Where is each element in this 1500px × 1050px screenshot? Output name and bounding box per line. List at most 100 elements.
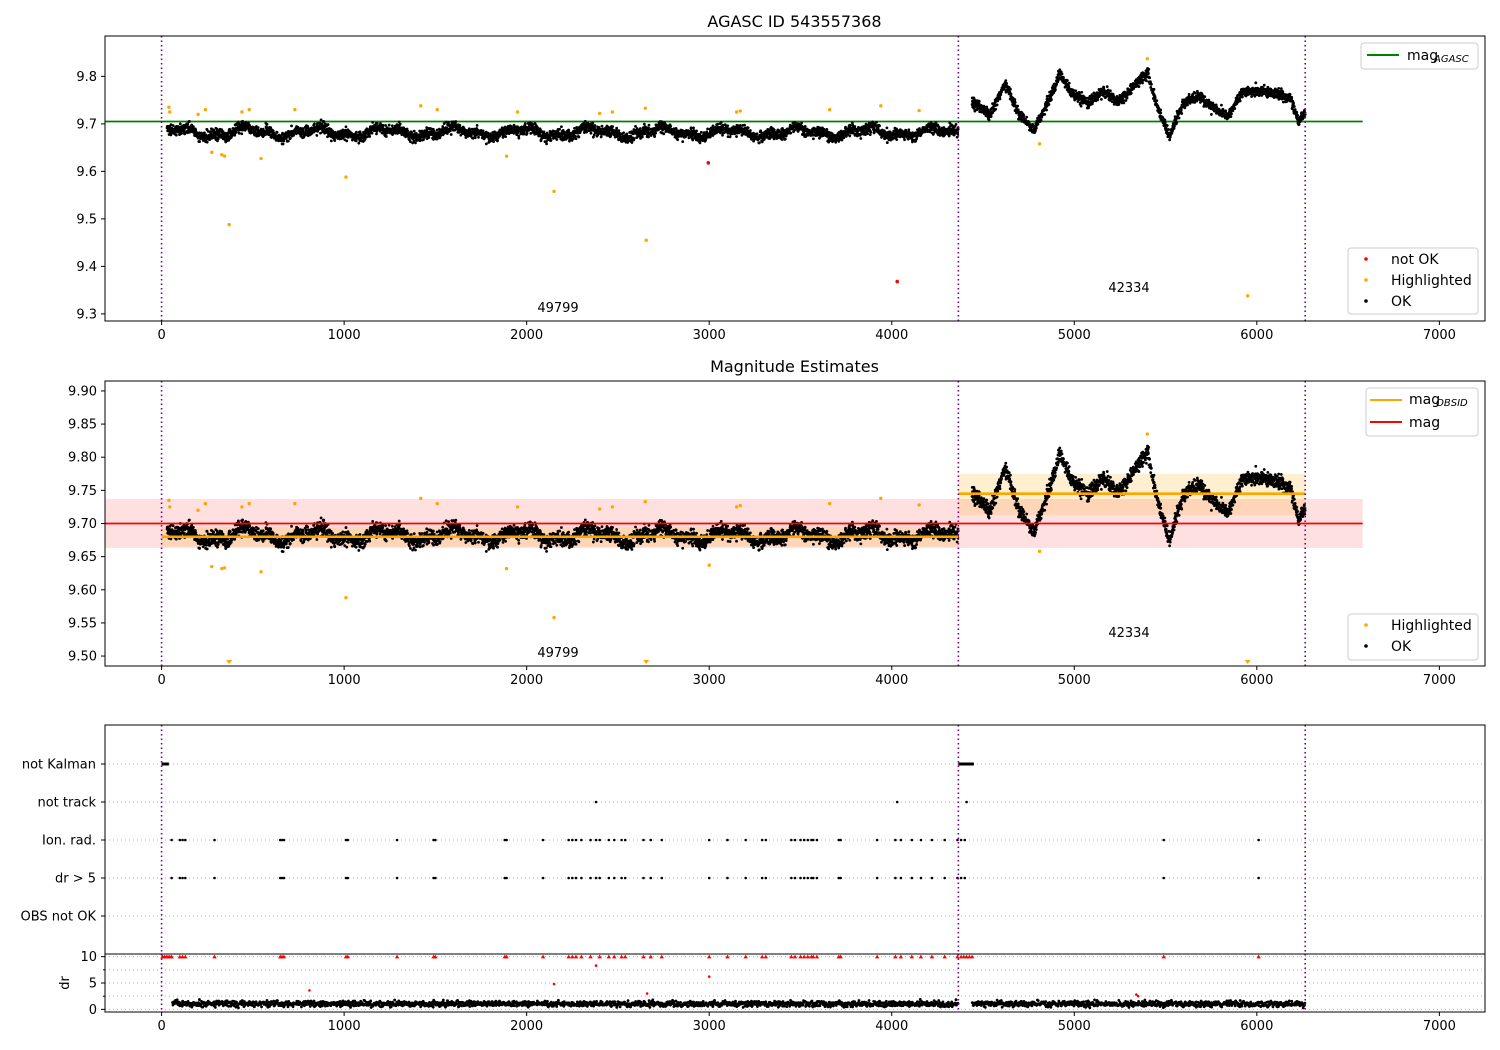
agasc-ok-point: [1074, 89, 1078, 93]
agasc-ok-point: [171, 124, 175, 127]
agasc-ok-point: [414, 141, 417, 145]
agasc-ok-point: [286, 139, 290, 143]
agasc-ok-point: [692, 126, 695, 130]
agasc-ok-point: [361, 136, 365, 140]
agasc-ok-point: [473, 136, 477, 140]
agasc-ok-point: [726, 124, 730, 128]
agasc-ok-point: [1039, 118, 1043, 122]
agasc-ok-point: [593, 124, 597, 127]
agasc-ok-point: [758, 141, 761, 145]
agasc-ok-point: [396, 131, 399, 135]
agasc-ok-point: [706, 127, 709, 131]
agasc-ok-point: [611, 125, 615, 129]
agasc-ok-point: [484, 142, 488, 146]
agasc-ok-point: [333, 139, 337, 142]
agasc-ok-point: [412, 129, 416, 133]
agasc-ok-point: [248, 124, 251, 128]
agasc-ok-point: [368, 135, 372, 138]
agasc-ok-point: [454, 120, 458, 123]
agasc-ok-point: [994, 107, 998, 111]
agasc-ok-point: [662, 132, 666, 136]
agasc-ok-point: [504, 135, 508, 139]
agasc-panel-title: AGASC ID 543557368: [707, 12, 881, 31]
agasc-ok-point: [1149, 82, 1153, 86]
agasc-ok-point: [789, 131, 793, 135]
agasc-ok-point: [522, 132, 526, 136]
agasc-ok-point: [545, 142, 548, 146]
agasc-ok-point: [895, 138, 899, 142]
agasc-ok-point: [477, 135, 480, 139]
agasc-ok-point: [205, 140, 209, 144]
agasc-panel: AGASC ID 543557368 0 1000 2000 3000 4000 5000…: [76, 12, 1486, 343]
agasc-ok-point: [676, 138, 680, 142]
agasc-ok-point: [387, 123, 391, 127]
agasc-ok-point: [427, 136, 431, 139]
agasc-ok-point: [989, 115, 993, 119]
agasc-ok-point: [746, 126, 750, 130]
agasc-ok-point: [256, 126, 260, 129]
agasc-ok-point: [319, 118, 323, 122]
agasc-ok-point: [812, 137, 815, 141]
agasc-ok-point: [269, 126, 273, 130]
agasc-ok-point: [370, 131, 374, 135]
agasc-ok-point: [354, 139, 358, 143]
agasc-ok-point: [716, 122, 720, 126]
agasc-ok-point: [599, 135, 603, 139]
agasc-ok-point: [315, 133, 319, 137]
agasc-ok-point: [560, 125, 563, 129]
agasc-ok-point: [721, 123, 725, 127]
agasc-ok-point: [1164, 126, 1168, 130]
agasc-ok-point: [780, 138, 784, 141]
agasc-ok-point: [1043, 112, 1047, 116]
agasc-ok-point: [1141, 81, 1144, 85]
agasc-ok-point: [875, 120, 878, 124]
agasc-ok-point: [1022, 114, 1026, 117]
agasc-ok-point: [674, 126, 678, 130]
agasc-ok-point: [169, 133, 173, 137]
agasc-plot-area: 0 1000 2000 3000 4000 5000 6000 70009.39.49.59.…: [76, 36, 1456, 343]
agasc-ok-point: [728, 135, 732, 139]
agasc-ok-point: [617, 129, 621, 133]
agasc-ok-point: [956, 127, 960, 131]
agasc-ok-point: [1005, 82, 1008, 85]
agasc-ok-point: [228, 128, 232, 132]
agasc-ok-point: [1096, 98, 1100, 102]
agasc-ok-point: [743, 123, 746, 127]
agasc-ok-point: [475, 123, 479, 127]
agasc-ok-point: [1009, 92, 1013, 96]
agasc-ok-point: [1079, 104, 1083, 108]
agasc-ok-point: [1004, 79, 1008, 83]
agasc-ok-point: [577, 135, 581, 139]
agasc-ok-point: [203, 131, 206, 135]
agasc-ok-point: [1099, 97, 1103, 101]
agasc-ok-point: [179, 132, 183, 136]
agasc-ok-point: [326, 123, 330, 126]
agasc-ok-point: [914, 139, 918, 143]
agasc-ok-point: [803, 124, 807, 128]
agasc-ok-point: [848, 123, 852, 127]
agasc-ok-point: [329, 139, 333, 143]
agasc-ok-point: [1066, 79, 1069, 82]
agasc-ok-point: [800, 121, 803, 125]
agasc-ok-point: [275, 130, 279, 134]
agasc-ok-point: [1062, 76, 1065, 79]
agasc-ok-point: [998, 97, 1002, 101]
agasc-ok-point: [1060, 72, 1064, 76]
agasc-ok-point: [183, 132, 187, 136]
agasc-ok-point: [241, 119, 244, 123]
agasc-ok-point: [1173, 124, 1176, 128]
agasc-ok-point: [523, 122, 527, 126]
agasc-ok-point: [1053, 88, 1057, 92]
agasc-ok-point: [632, 137, 636, 141]
agasc-ok-point: [869, 130, 873, 134]
agasc-ok-point: [261, 127, 265, 131]
agasc-ok-point: [240, 132, 244, 136]
agasc-ok-point: [954, 123, 958, 126]
agasc-ok-point: [609, 134, 613, 138]
agasc-ok-point: [322, 119, 326, 123]
agasc-ok-point: [186, 122, 190, 126]
agasc-ok-point: [647, 135, 650, 139]
agasc-ok-point: [1009, 87, 1012, 91]
agasc-ok-point: [1125, 96, 1129, 100]
